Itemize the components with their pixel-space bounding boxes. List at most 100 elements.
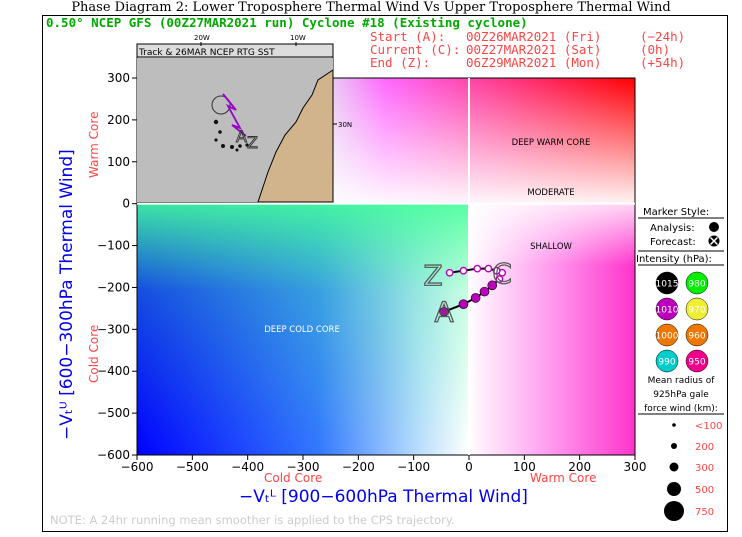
inset-track-line bbox=[222, 93, 247, 137]
radius-legend: <100 200 300 500 750 bbox=[664, 421, 722, 521]
radius-value: <100 bbox=[695, 421, 722, 432]
start-label-a: A bbox=[435, 296, 454, 329]
radius-value: 300 bbox=[695, 463, 714, 474]
legend: Marker Style: Analysis: Forecast: Intens… bbox=[636, 207, 724, 521]
inset-islands bbox=[213, 119, 249, 152]
end-label: End (Z): bbox=[370, 55, 430, 70]
intensity-legend: 1015 980 1010 970 1000 960 990 950 bbox=[655, 271, 709, 373]
radius-swatch bbox=[669, 462, 679, 472]
y-tick-label: −500 bbox=[97, 406, 130, 420]
x-tick-label: −500 bbox=[176, 460, 209, 474]
y-tick-label: −400 bbox=[97, 364, 130, 378]
intensity-value: 1015 bbox=[656, 280, 679, 290]
intensity-swatch bbox=[655, 323, 679, 347]
y-tick-label: −300 bbox=[97, 322, 130, 336]
intensity-swatch bbox=[685, 323, 709, 347]
warm-shallow-fade bbox=[468, 203, 635, 455]
x-axis-title: −Vₜᴸ [900−600hPa Thermal Wind] bbox=[239, 487, 528, 507]
trajectory-point bbox=[459, 266, 468, 275]
radius-value: 200 bbox=[695, 442, 714, 453]
legend-radius-title-3: force wind (km): bbox=[644, 404, 718, 414]
legend-intensity-title: Intensity (hPa): bbox=[636, 254, 712, 265]
legend-radius-title-2: 925hPa gale bbox=[653, 390, 709, 400]
legend-analysis-marker bbox=[709, 222, 719, 232]
start-label: Start (A): bbox=[370, 29, 445, 44]
intensity-swatch bbox=[655, 297, 679, 321]
trajectory-point bbox=[473, 264, 482, 273]
end-label-z: Z bbox=[423, 259, 442, 292]
inset-map: Track & 26MAR NCEP RTG SST 20W 10W 30N A… bbox=[136, 34, 352, 203]
intensity-value: 980 bbox=[688, 280, 705, 290]
radius-swatch bbox=[667, 482, 681, 496]
plot-border bbox=[136, 77, 636, 456]
trajectory-point bbox=[495, 275, 504, 283]
start-time: 00Z26MAR2021 (Fri) bbox=[466, 29, 601, 44]
inset-land bbox=[257, 69, 334, 203]
y-tick-label: −200 bbox=[97, 280, 130, 294]
intensity-swatch bbox=[655, 349, 679, 373]
page-title: Phase Diagram 2: Lower Troposphere Therm… bbox=[71, 0, 671, 15]
trajectory-point bbox=[492, 266, 501, 275]
inset-track-end-label: Z bbox=[247, 133, 258, 152]
y-tick-label: −100 bbox=[97, 239, 130, 253]
cold-core-green-tint bbox=[137, 203, 468, 455]
trajectory-point bbox=[487, 280, 498, 291]
x-tick-label: 200 bbox=[568, 460, 591, 474]
x-tick-label: 100 bbox=[513, 460, 536, 474]
y-tick-label: 100 bbox=[107, 155, 130, 169]
x-warm-core-label: Warm Core bbox=[530, 471, 596, 485]
intensity-value: 990 bbox=[658, 358, 675, 368]
radius-swatch bbox=[672, 423, 676, 427]
legend-analysis-label: Analysis: bbox=[650, 223, 695, 234]
start-offset: (−24h) bbox=[640, 29, 685, 44]
legend-forecast-marker bbox=[708, 235, 720, 247]
current-offset: (0h) bbox=[640, 42, 670, 57]
region-moderate: MODERATE bbox=[527, 188, 574, 198]
x-tick-label: 0 bbox=[465, 460, 473, 474]
run-title: 0.50° NCEP GFS (00Z27MAR2021 run) Cyclon… bbox=[46, 15, 528, 30]
inset-lon-label-10w: 10W bbox=[290, 34, 306, 42]
inset-lat-label: 30N bbox=[338, 121, 352, 129]
x-tick-label: −400 bbox=[231, 460, 264, 474]
intensity-swatch bbox=[685, 271, 709, 295]
intensity-value: 1000 bbox=[656, 332, 679, 342]
radius-value: 750 bbox=[695, 507, 714, 518]
y-axis-ticks: −600 −500 −400 −300 −200 −100 0 100 200 300 bbox=[97, 71, 137, 462]
legend-marker-style-title: Marker Style: bbox=[643, 207, 709, 218]
region-deep-cold-core: DEEP COLD CORE bbox=[264, 325, 340, 335]
trajectory-point bbox=[458, 299, 469, 310]
current-label: Current (C): bbox=[370, 42, 460, 57]
intensity-swatch bbox=[655, 271, 679, 295]
y-cold-core-label: Cold Core bbox=[87, 325, 101, 383]
end-offset: (+54h) bbox=[640, 55, 685, 70]
x-axis-ticks: −600 −500 −400 −300 −200 −100 0 100 200 300 bbox=[121, 455, 647, 474]
x-tick-label: −100 bbox=[397, 460, 430, 474]
trajectory-point bbox=[484, 264, 493, 273]
intensity-swatch bbox=[685, 349, 709, 373]
intensity-value: 960 bbox=[688, 332, 705, 342]
x-cold-core-label: Cold Core bbox=[264, 471, 322, 485]
inset-lon-label-20w: 20W bbox=[194, 34, 210, 42]
intensity-value: 970 bbox=[688, 306, 705, 316]
region-deep-warm-core: DEEP WARM CORE bbox=[512, 138, 591, 148]
x-tick-label: 300 bbox=[624, 460, 647, 474]
current-time: 00Z27MAR2021 (Sat) bbox=[466, 42, 601, 57]
y-tick-label: 0 bbox=[122, 197, 130, 211]
intensity-value: 1010 bbox=[656, 306, 679, 316]
y-tick-label: −600 bbox=[97, 448, 130, 462]
end-time: 06Z29MAR2021 (Mon) bbox=[466, 55, 601, 70]
intensity-swatch bbox=[685, 297, 709, 321]
trajectory-point bbox=[439, 306, 449, 317]
inset-title: Track & 26MAR NCEP RTG SST bbox=[138, 48, 275, 58]
trajectory-labels: A C Z bbox=[423, 256, 513, 329]
y-axis-title: −Vₜᵁ [600−300hPa Thermal Wind] bbox=[57, 149, 77, 440]
radius-swatch bbox=[671, 443, 677, 449]
legend-radius-title-1: Mean radius of bbox=[648, 376, 716, 386]
y-warm-core-label: Warm Core bbox=[87, 112, 101, 178]
figure-frame bbox=[42, 15, 728, 532]
x-tick-label: −300 bbox=[287, 460, 320, 474]
trajectory-point bbox=[479, 286, 490, 297]
current-label-c: C bbox=[492, 257, 512, 290]
region-shallow: SHALLOW bbox=[530, 242, 572, 252]
